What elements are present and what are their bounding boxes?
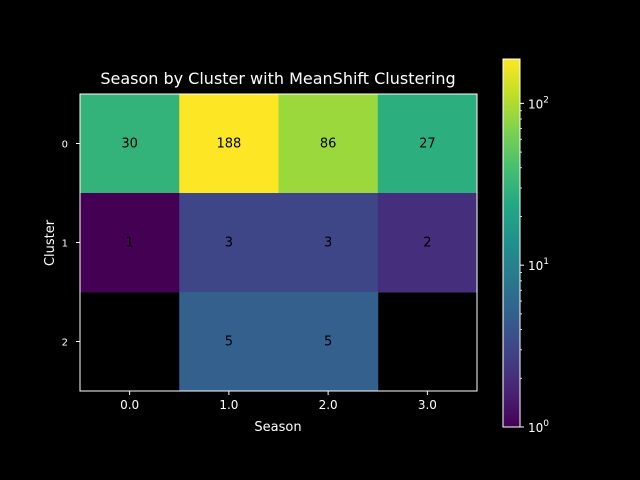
colorbar-tick-label: 102	[528, 95, 549, 111]
heatmap-cell	[179, 193, 279, 293]
heatmap-cell	[278, 94, 379, 194]
cell-value-label: 3	[225, 236, 233, 251]
x-tick-label: 2.0	[319, 398, 338, 412]
colorbar-tick-label: 101	[528, 257, 549, 273]
colorbar-tick-label: 100	[528, 419, 549, 435]
y-tick-label: 2	[62, 338, 68, 349]
x-tick-label: 1.0	[219, 398, 238, 412]
x-tick-label: 0.0	[120, 398, 139, 412]
heatmap-cell	[278, 193, 379, 293]
x-axis-label: Season	[254, 420, 301, 435]
cell-value-label: 2	[423, 236, 431, 251]
cell-value-label: 86	[320, 137, 337, 152]
heatmap-cell	[278, 292, 379, 392]
heatmap-cell	[80, 193, 180, 293]
cell-value-label: 1	[125, 236, 133, 251]
heatmap-cell	[179, 94, 279, 194]
chart-title: Season by Cluster with MeanShift Cluster…	[100, 69, 455, 88]
cell-value-label: 30	[121, 137, 138, 152]
cell-value-label: 188	[216, 137, 241, 152]
heatmap-cell	[179, 292, 279, 392]
y-tick-label: 0	[62, 140, 68, 151]
heatmap-cell	[377, 94, 478, 194]
cell-value-label: 5	[324, 335, 332, 350]
y-tick-label: 1	[62, 239, 68, 250]
heatmap-cell-labels: 30 188 86 27 1 3 3 2 5 5	[121, 137, 435, 350]
y-axis-ticks: 0 1 2	[62, 140, 80, 349]
colorbar	[502, 58, 521, 428]
heatmap-cells	[80, 94, 478, 392]
x-axis-ticks: 0.0 1.0 2.0 3.0	[120, 391, 437, 412]
colorbar-ticks: 100 101 102	[520, 95, 549, 435]
x-tick-label: 3.0	[418, 398, 437, 412]
cell-value-label: 27	[419, 137, 436, 152]
cell-value-label: 5	[225, 335, 233, 350]
heatmap-cell	[377, 193, 478, 293]
heatmap-cell	[80, 94, 180, 194]
y-axis-label: Cluster	[43, 219, 58, 266]
cell-value-label: 3	[324, 236, 332, 251]
